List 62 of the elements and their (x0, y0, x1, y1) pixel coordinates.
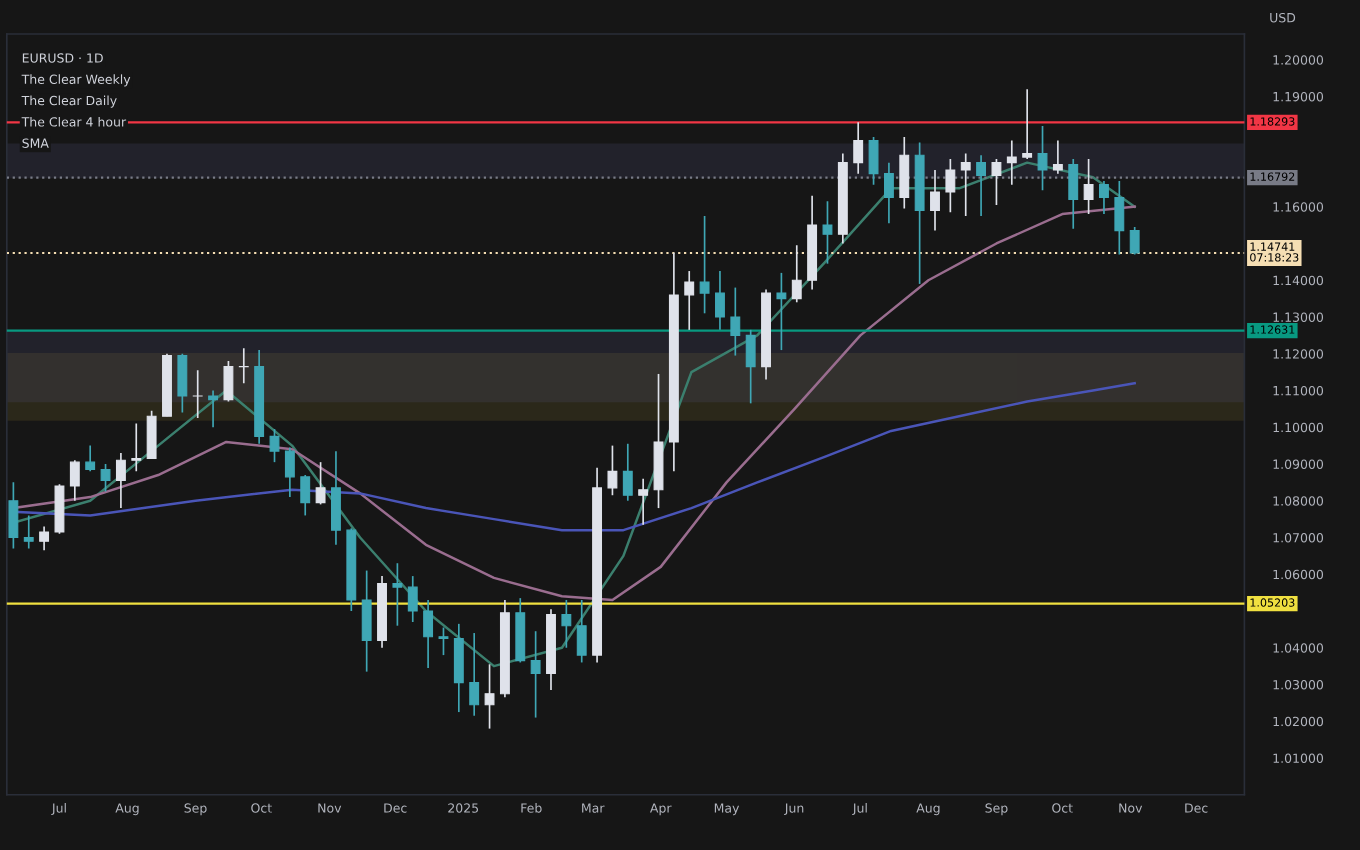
candlestick (331, 450, 341, 546)
candlestick (561, 599, 572, 649)
candlestick (715, 270, 725, 331)
candlestick (853, 121, 864, 175)
candlestick (1129, 226, 1140, 256)
candlestick (315, 461, 326, 506)
candlestick (469, 632, 480, 717)
candlestick (269, 428, 280, 463)
candlestick (100, 463, 111, 493)
candlestick (822, 200, 833, 265)
candlestick (131, 422, 142, 473)
candlestick (1037, 125, 1048, 192)
candlestick (484, 663, 495, 730)
candlestick (699, 215, 710, 315)
candlestick (85, 444, 96, 473)
candlestick (407, 575, 418, 623)
candlestick (1068, 158, 1079, 230)
candlestick (238, 347, 249, 384)
candlestick (392, 562, 403, 627)
candlestick (930, 169, 940, 232)
candlestick (883, 161, 894, 225)
candlestick (745, 329, 756, 405)
candlestick (976, 154, 987, 217)
candlestick (223, 360, 234, 403)
candlestick (653, 373, 664, 509)
candlestick (530, 630, 541, 719)
candlestick (54, 483, 65, 535)
candlestick (1114, 180, 1125, 256)
candlestick (361, 569, 372, 673)
candlestick (69, 459, 80, 502)
candlestick (684, 270, 695, 331)
candlestick (730, 286, 741, 357)
candlestick (423, 599, 434, 669)
candlestick (515, 597, 526, 664)
candlestick (945, 158, 956, 214)
candlestick (960, 152, 971, 217)
candlestick (438, 626, 449, 656)
candlestick (622, 442, 633, 502)
candlestick (146, 409, 157, 460)
candlestick (1083, 158, 1094, 215)
candlestick (899, 136, 910, 210)
candlestick (8, 481, 19, 550)
candlestick (576, 599, 587, 664)
candlestick (991, 158, 1002, 206)
candlestick (115, 452, 126, 509)
candlestick (23, 514, 34, 550)
candlestick (192, 369, 203, 419)
candlestick (638, 477, 649, 526)
candlestick (607, 444, 618, 497)
candlestick (39, 525, 50, 552)
candlestick (776, 272, 787, 351)
candlestick (300, 474, 311, 517)
candlestick (453, 623, 464, 713)
candlestick (1022, 88, 1033, 160)
candlestick (208, 389, 219, 429)
candlestick (1006, 139, 1017, 186)
candlestick (284, 446, 295, 498)
candlestick (177, 352, 188, 414)
candlestick (1052, 139, 1063, 175)
candlestick (1099, 180, 1109, 215)
candlestick (791, 244, 802, 304)
candlestick (868, 136, 879, 186)
